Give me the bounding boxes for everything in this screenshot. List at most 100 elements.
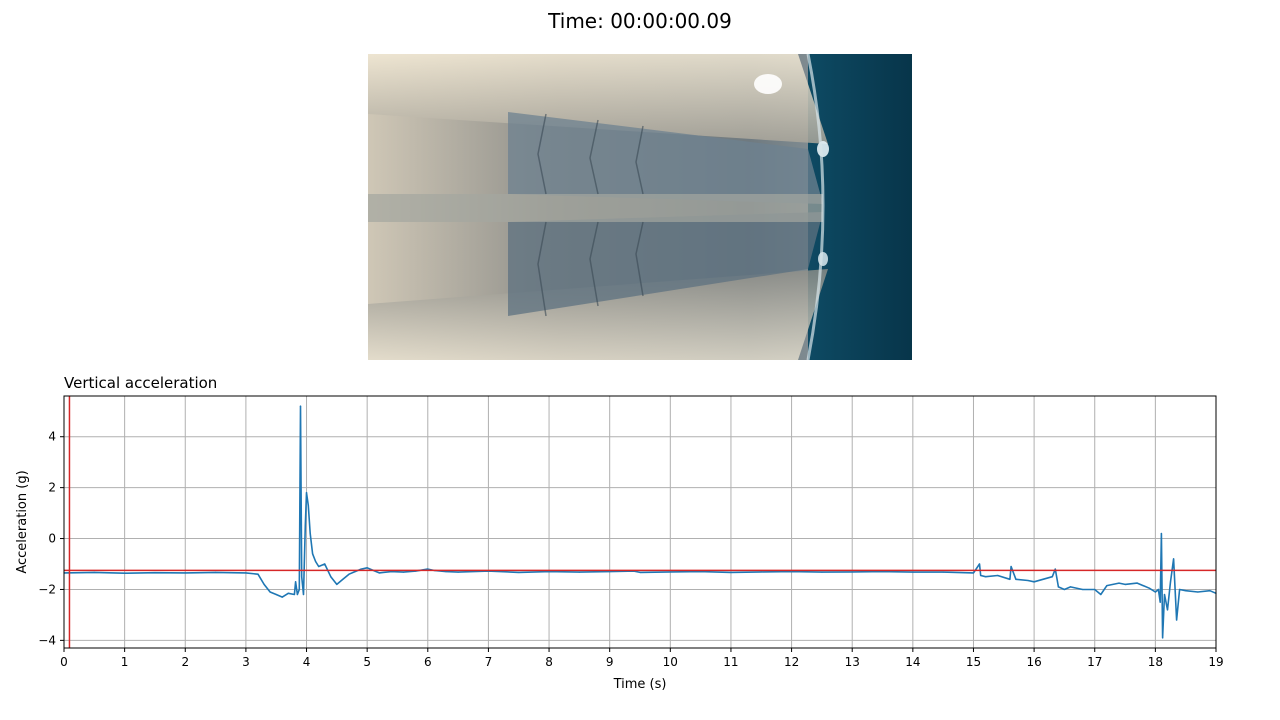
camera-frame-illustration (368, 54, 912, 360)
chart-grid (63, 396, 1217, 648)
plot-frame (63, 395, 1217, 649)
x-tick-label: 14 (905, 655, 920, 669)
data-point (302, 593, 305, 596)
x-tick-label: 18 (1148, 655, 1163, 669)
data-point (1148, 587, 1150, 589)
frame-time-title: Time: 00:00:00.09 (548, 9, 732, 33)
data-point (980, 574, 982, 577)
data-point (269, 591, 271, 593)
data-point (1163, 593, 1166, 596)
data-point (287, 592, 289, 594)
data-point (318, 565, 320, 568)
data-point (609, 571, 611, 573)
y-tick-label: −2 (38, 582, 56, 596)
data-point (1118, 582, 1120, 584)
series-line (63, 405, 1217, 639)
data-point (1015, 578, 1017, 580)
data-point (1124, 583, 1126, 585)
x-tick-label: 15 (966, 655, 981, 669)
data-point (790, 571, 793, 573)
data-point (93, 571, 95, 574)
data-point (315, 560, 317, 563)
y-tick-label: −4 (38, 633, 56, 647)
data-point (293, 593, 295, 596)
data-point (275, 593, 277, 596)
x-tick-label: 7 (485, 655, 493, 669)
data-point (1154, 591, 1156, 593)
data-point (378, 572, 380, 574)
data-point (1185, 590, 1187, 592)
camera-frame-image (368, 54, 912, 360)
data-point (942, 571, 944, 573)
data-point (184, 572, 186, 574)
data-point (730, 571, 732, 574)
data-point (851, 571, 853, 573)
x-tick-label: 2 (181, 655, 189, 669)
data-point (1009, 578, 1011, 580)
data-point (1159, 601, 1161, 603)
x-tick-label: 8 (545, 655, 553, 669)
data-point (354, 571, 356, 573)
data-point (124, 572, 126, 574)
data-point (304, 525, 306, 527)
data-point (578, 571, 580, 573)
data-point (311, 553, 314, 555)
y-axis-label: Acceleration (g) (15, 470, 30, 573)
x-tick-label: 3 (242, 655, 250, 669)
data-point (1057, 586, 1059, 588)
x-tick-label: 6 (424, 655, 432, 669)
x-tick-label: 12 (784, 655, 799, 669)
data-point (1160, 532, 1163, 535)
data-point (342, 578, 344, 580)
data-point (518, 571, 520, 574)
data-point (639, 571, 641, 574)
data-point (295, 581, 297, 583)
data-point (245, 572, 247, 574)
data-point (1033, 581, 1035, 583)
cursor-markers (64, 396, 1216, 648)
data-point (154, 572, 156, 574)
x-axis-label: Time (s) (613, 677, 667, 692)
data-point (1051, 576, 1053, 578)
data-point (1094, 588, 1096, 591)
data-point (336, 583, 338, 585)
x-tick-label: 5 (363, 655, 371, 669)
data-point (1175, 619, 1178, 621)
data-point (972, 572, 975, 574)
x-tick-label: 11 (723, 655, 738, 669)
chart-title: Vertical acceleration (64, 374, 217, 392)
data-point (985, 576, 987, 578)
data-point (390, 571, 393, 573)
x-tick-label: 1 (121, 655, 129, 669)
y-tick-label: 0 (48, 532, 56, 546)
data-point (330, 576, 332, 578)
data-point (427, 568, 429, 570)
data-point (1069, 586, 1072, 588)
data-point (997, 574, 999, 577)
data-point (1162, 637, 1164, 639)
data-point (263, 583, 265, 585)
data-point (1157, 588, 1159, 591)
data-point (301, 576, 303, 578)
data-point (214, 571, 217, 574)
y-tick-label: 4 (48, 430, 56, 444)
data-point (1209, 590, 1211, 592)
x-axis-ticks: 0 1 2 3 4 5 6 7 8 9 10 11 12 13 14 15 16 17 18 19 (60, 648, 1224, 669)
data-point (548, 571, 550, 573)
data-point (296, 593, 299, 596)
data-point (305, 492, 308, 494)
data-point (402, 571, 405, 573)
x-tick-label: 0 (60, 655, 68, 669)
data-point (309, 532, 311, 535)
y-tick-label: 2 (48, 481, 56, 495)
data-point (1082, 588, 1084, 591)
y-axis-ticks: −4 −2 0 2 4 (38, 430, 64, 647)
data-point (299, 405, 302, 407)
data-point (348, 573, 350, 575)
data-point (1169, 581, 1172, 583)
data-point (324, 563, 326, 565)
data-point (1010, 565, 1012, 568)
data-point (307, 504, 309, 507)
data-point (1054, 568, 1056, 570)
